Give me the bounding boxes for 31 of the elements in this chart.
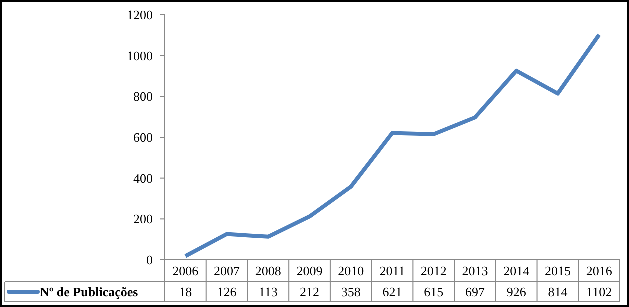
x-tick-label: 2010 [338, 264, 364, 279]
x-tick-label: 2016 [586, 264, 613, 279]
x-tick-label: 2015 [544, 264, 571, 279]
line-series [184, 33, 602, 258]
y-tick-label: 1200 [127, 8, 153, 23]
y-tick-label: 400 [134, 170, 153, 186]
x-tick-label: 2006 [172, 264, 200, 279]
x-tick-label: 2013 [462, 264, 488, 279]
y-tick-label: 0 [146, 252, 153, 268]
data-label: 126 [217, 284, 238, 300]
y-tick-label: 200 [134, 212, 153, 227]
x-tick-label: 2012 [420, 264, 447, 279]
data-label: 814 [548, 284, 568, 300]
data-label: 113 [258, 284, 278, 300]
x-tick-label: 2008 [255, 264, 282, 279]
data-label: 358 [341, 284, 361, 300]
data-label: 212 [300, 284, 320, 300]
data-label: 926 [506, 284, 527, 300]
x-tick-label: 2014 [504, 264, 530, 279]
x-tick-label: 2009 [296, 264, 323, 279]
x-tick-label: 2007 [214, 264, 241, 279]
data-label: 615 [424, 284, 444, 300]
x-tick-label: 2011 [380, 264, 406, 279]
data-label: 18 [179, 284, 192, 300]
y-tick-label: 800 [134, 89, 153, 104]
y-tick-label: 600 [134, 130, 153, 146]
y-tick-label: 1000 [127, 48, 153, 64]
data-label: 621 [382, 284, 402, 300]
data-label: 697 [465, 284, 486, 300]
legend-label: Nº de Publicações [40, 284, 138, 300]
data-label: 1102 [586, 284, 612, 300]
